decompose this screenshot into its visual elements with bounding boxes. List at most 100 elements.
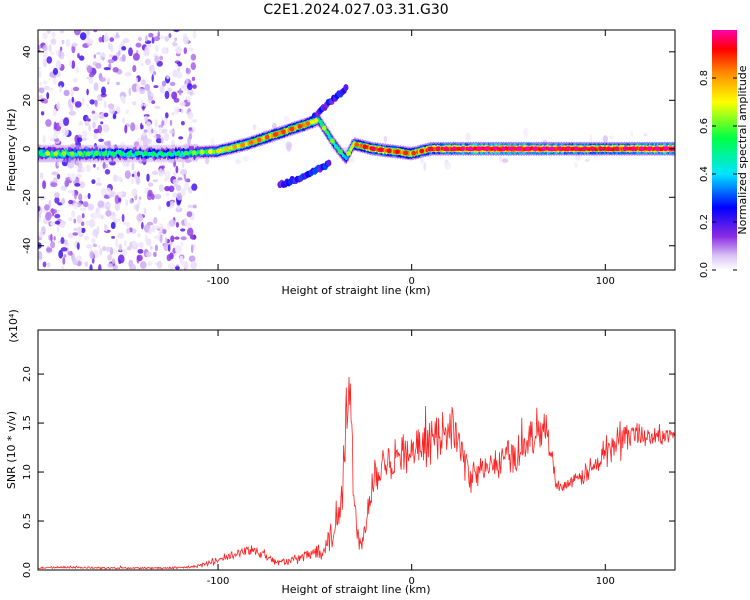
spectrogram-speckle bbox=[78, 233, 84, 237]
spectrogram-speckle bbox=[89, 99, 95, 105]
spectrogram-speckle bbox=[151, 64, 155, 72]
spectrogram-speckle bbox=[128, 47, 133, 57]
spectrogram-speckle bbox=[42, 135, 46, 143]
spectrogram-speckle bbox=[57, 202, 63, 206]
spectrogram-speckle bbox=[116, 32, 119, 38]
spectrogram-speckle bbox=[93, 54, 97, 59]
spectrogram-speckle bbox=[171, 140, 175, 145]
spectrogram-speckle bbox=[103, 67, 111, 71]
spectrogram-speckle bbox=[38, 44, 42, 50]
spectrogram-speckle bbox=[61, 197, 66, 205]
spectrogram-speckle bbox=[110, 221, 116, 230]
spectrogram-speckle bbox=[56, 101, 61, 110]
spectrogram-speckle bbox=[135, 77, 138, 84]
spectrogram-y-tick-label: 40 bbox=[22, 45, 33, 58]
spectrogram-speckle bbox=[42, 261, 47, 268]
spectrogram-speckle bbox=[589, 134, 593, 143]
spectrogram-speckle bbox=[154, 105, 161, 110]
spectrogram-speckle bbox=[95, 229, 98, 239]
spectrogram-speckle bbox=[40, 111, 45, 116]
spectrogram-speckle bbox=[121, 46, 127, 51]
spectrogram-ridge-dot bbox=[500, 146, 506, 152]
spectrogram-speckle bbox=[161, 47, 168, 55]
spectrogram-speckle bbox=[159, 85, 165, 94]
colorbar: 0.0 0.2 0.4 0.6 0.8 Normalized spectral ampl… bbox=[699, 30, 749, 278]
spectrogram-speckle bbox=[142, 105, 145, 111]
spectrogram-speckle bbox=[149, 245, 153, 250]
spectrogram-speckle bbox=[174, 266, 180, 270]
spectrogram-speckle bbox=[106, 78, 111, 83]
spectrogram-speckle bbox=[166, 254, 172, 262]
spectrogram-speckle bbox=[52, 108, 57, 117]
spectrogram-speckle bbox=[191, 183, 198, 191]
spectrogram-speckle bbox=[85, 116, 89, 122]
spectrogram-speckle bbox=[107, 103, 115, 109]
snr-y-label: SNR (10 * v/v) bbox=[5, 411, 18, 489]
spectrogram-speckle bbox=[96, 166, 100, 171]
spectrogram-speckle bbox=[164, 177, 168, 182]
spectrogram-speckle bbox=[62, 127, 69, 137]
spectrogram-speckle bbox=[174, 245, 182, 254]
spectrogram-speckle bbox=[169, 81, 176, 86]
spectrogram-ridge-dot bbox=[582, 146, 587, 152]
spectrogram-speckle bbox=[175, 221, 179, 228]
spectrogram-speckle bbox=[164, 132, 169, 142]
spectrogram-speckle bbox=[187, 83, 193, 91]
spectrogram-speckle bbox=[82, 97, 85, 106]
spectrogram-speckle bbox=[58, 249, 64, 259]
spectrogram-speckle bbox=[164, 237, 168, 244]
spectrogram-speckle bbox=[77, 53, 80, 59]
spectrogram-speckle bbox=[138, 241, 144, 249]
spectrogram-speckle bbox=[48, 44, 52, 53]
spectrogram-speckle bbox=[51, 31, 56, 38]
spectrogram-ridge-dot bbox=[346, 151, 351, 156]
spectrogram-ridge-dot bbox=[61, 151, 67, 157]
spectrogram-speckle bbox=[79, 32, 87, 40]
spectrogram-speckle bbox=[135, 84, 141, 93]
spectrogram-speckle bbox=[86, 220, 90, 226]
spectrogram-speckle bbox=[44, 204, 50, 211]
spectrogram-speckle bbox=[189, 91, 193, 96]
spectrogram-speckle bbox=[153, 129, 158, 135]
spectrogram-ridge-dot bbox=[378, 147, 384, 153]
spectrogram-speckle bbox=[136, 213, 144, 222]
spectrogram-speckle bbox=[140, 261, 147, 269]
spectrogram-speckle bbox=[153, 251, 157, 258]
spectrogram-speckle bbox=[144, 58, 151, 66]
spectrogram-speckle bbox=[122, 38, 130, 43]
spectrogram-speckle bbox=[420, 157, 424, 164]
spectrogram-ridge-dot bbox=[289, 126, 294, 132]
spectrogram-speckle bbox=[103, 34, 107, 43]
spectrogram-speckle bbox=[141, 221, 144, 230]
spectrogram-ridge-dot bbox=[460, 146, 465, 152]
spectrogram-speckle bbox=[74, 193, 77, 200]
spectrogram-speckle bbox=[154, 244, 158, 252]
snr-multiplier: (x10⁴) bbox=[7, 309, 20, 343]
spectrogram-ridge-dot bbox=[525, 146, 530, 152]
spectrogram-speckle bbox=[50, 137, 55, 142]
spectrogram-speckle bbox=[50, 233, 53, 242]
spectrogram-speckle bbox=[114, 218, 121, 222]
spectrogram-speckle bbox=[112, 113, 117, 120]
spectrogram-ridge-dot bbox=[395, 149, 400, 155]
spectrogram-ridge-dot bbox=[468, 146, 473, 152]
spectrogram-speckle bbox=[76, 215, 82, 224]
spectrogram-speckle bbox=[91, 237, 96, 244]
spectrogram-speckle bbox=[82, 201, 89, 208]
spectrogram-speckle bbox=[42, 32, 48, 40]
spectrogram-ridge-dot bbox=[492, 146, 498, 152]
spectrogram-speckle bbox=[77, 137, 83, 143]
spectrogram-speckle bbox=[120, 40, 125, 48]
spectrogram-speckle bbox=[175, 165, 179, 174]
spectrogram-speckle bbox=[71, 60, 76, 69]
spectrogram-speckle bbox=[59, 46, 63, 51]
spectrogram-speckle bbox=[46, 30, 51, 34]
spectrogram-speckle bbox=[190, 62, 196, 70]
snr-marks bbox=[38, 376, 675, 570]
spectrogram-speckle bbox=[107, 59, 115, 64]
spectrogram-speckle bbox=[88, 124, 91, 132]
spectrogram-speckle bbox=[160, 136, 164, 144]
spectrogram-speckle bbox=[187, 204, 193, 208]
spectrogram-speckle bbox=[167, 244, 171, 252]
spectrogram-speckle bbox=[74, 30, 81, 36]
